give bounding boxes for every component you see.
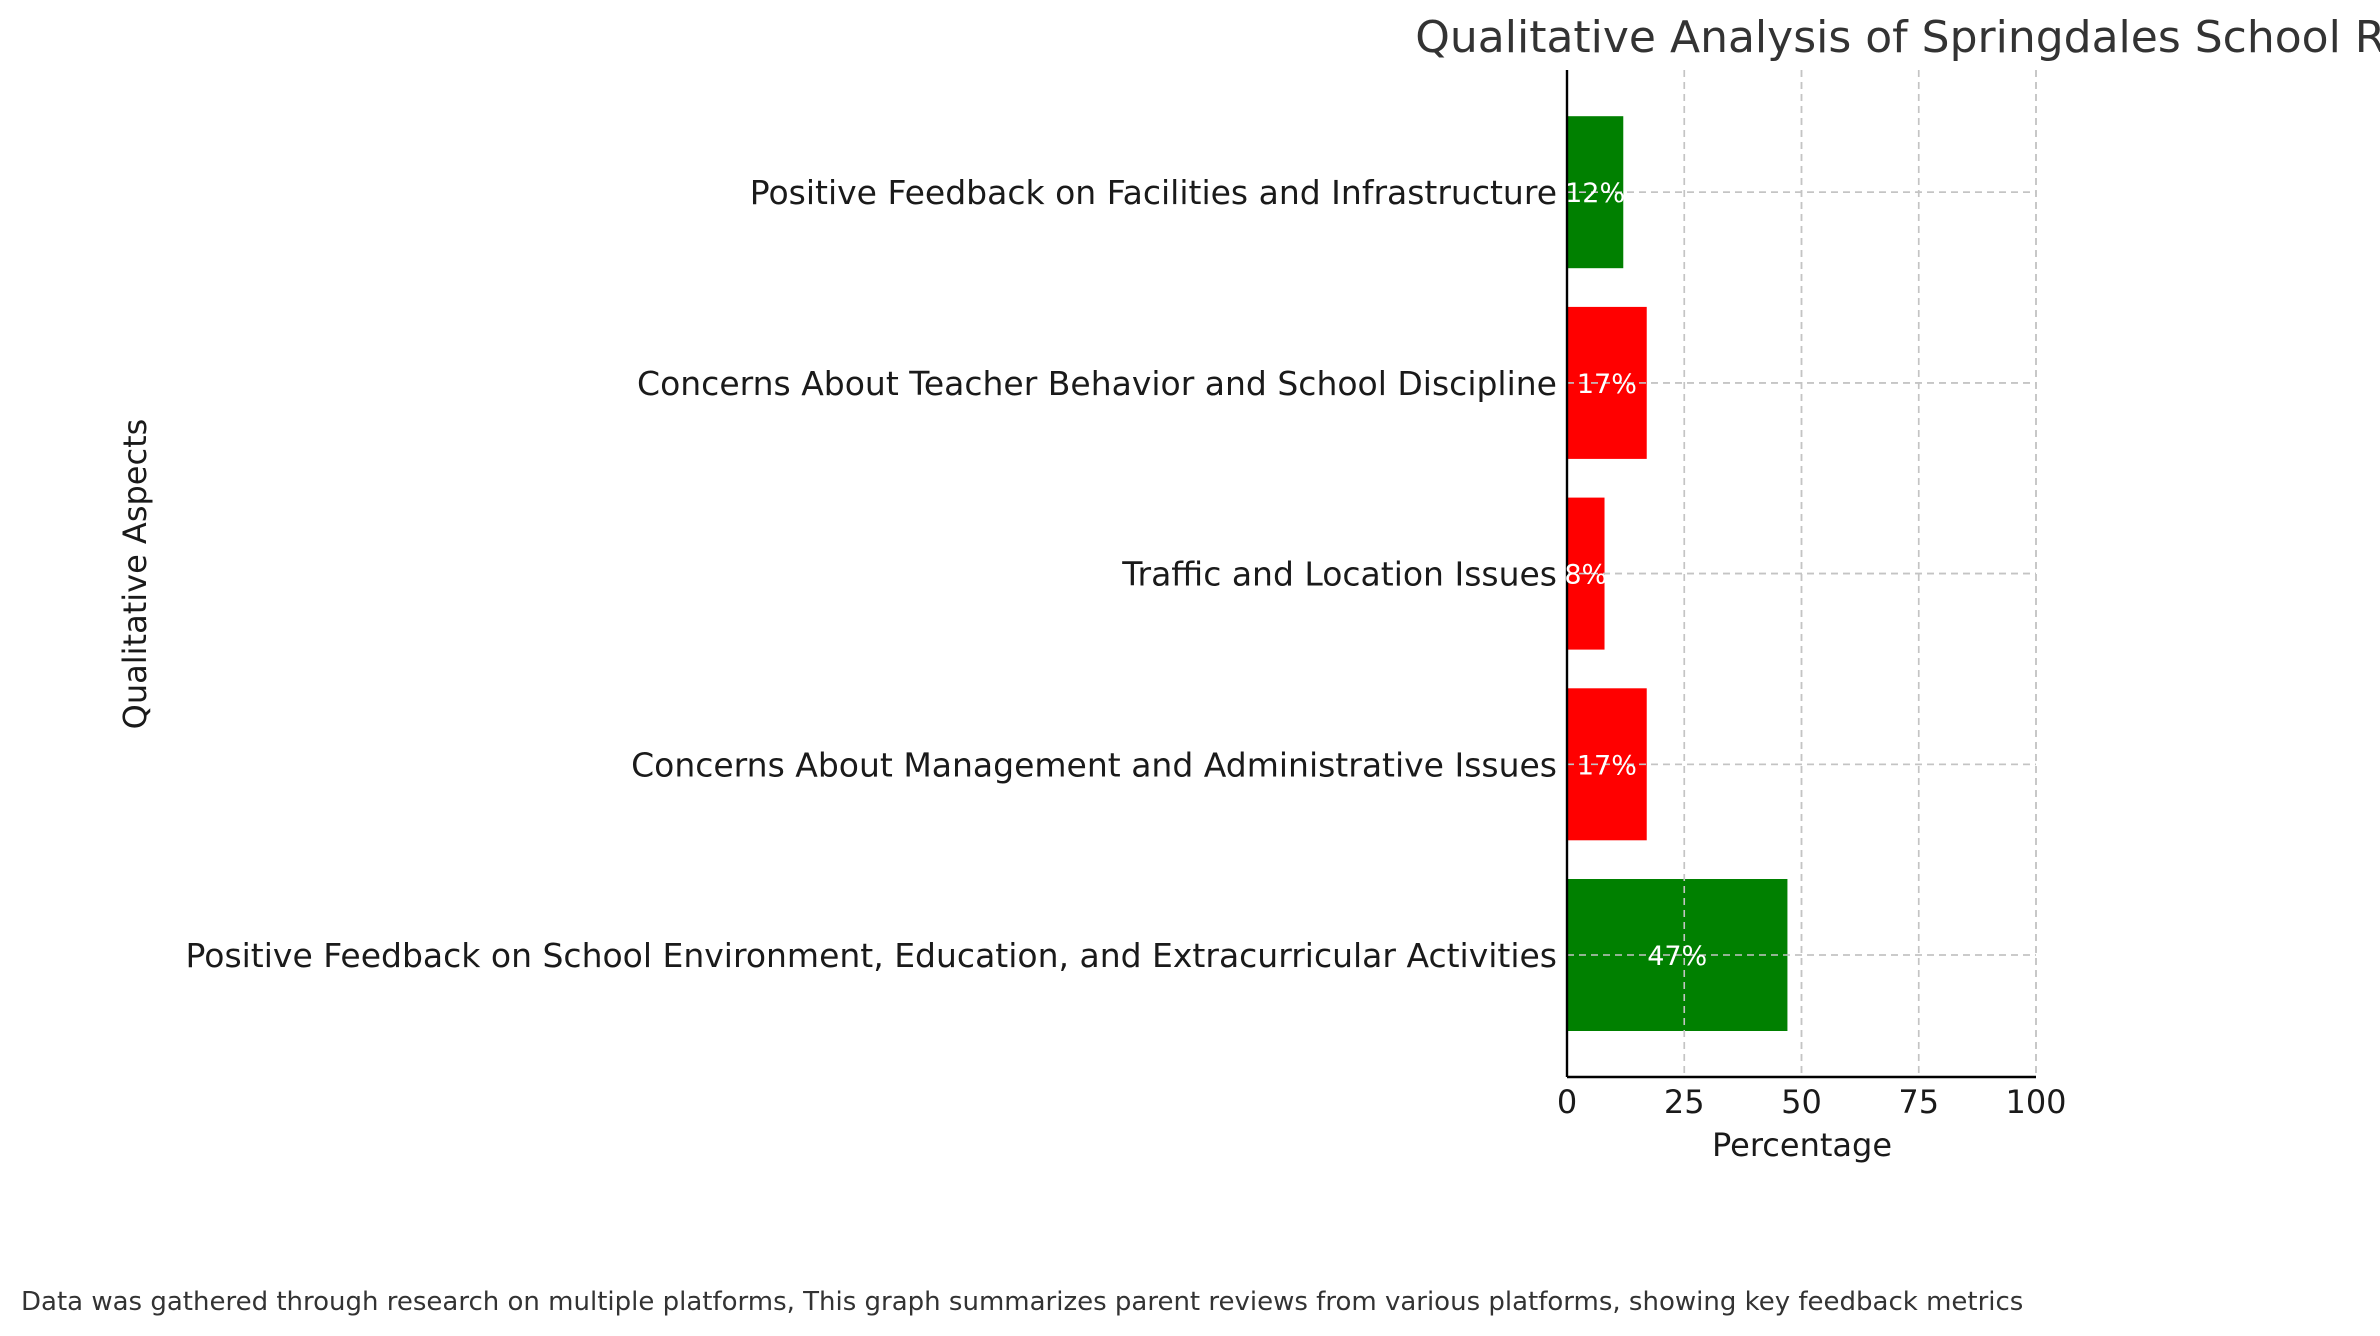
x-tick-label: 25: [1664, 1083, 1705, 1121]
category-label: Traffic and Location Issues: [1121, 555, 1557, 594]
category-label: Positive Feedback on Facilities and Infr…: [750, 173, 1557, 212]
data-label: 17%: [1577, 369, 1637, 400]
category-label: Concerns About Teacher Behavior and Scho…: [637, 364, 1557, 403]
x-tick-label: 50: [1781, 1083, 1822, 1121]
x-tick-label: 75: [1898, 1083, 1939, 1121]
x-tick-label: 0: [1557, 1083, 1577, 1121]
data-label: 12%: [1565, 178, 1625, 209]
data-label: 8%: [1564, 560, 1607, 591]
category-label: Positive Feedback on School Environment,…: [186, 936, 1557, 975]
category-label: Concerns About Management and Administra…: [631, 745, 1557, 784]
x-axis-title: Percentage: [1712, 1126, 1892, 1164]
data-label: 17%: [1577, 750, 1637, 781]
chart-title: Qualitative Analysis of Springdales Scho…: [1415, 12, 2380, 63]
footnote: Data was gathered through research on mu…: [21, 1287, 2024, 1317]
y-axis-title: Qualitative Aspects: [116, 419, 154, 730]
data-label: 47%: [1647, 941, 1707, 972]
x-tick-label: 100: [2005, 1083, 2066, 1121]
labels: 0 25 50 75 100 Positive Feedback on School En…: [186, 173, 2067, 1121]
axes: [1565, 70, 2036, 1079]
bar-series: [1566, 70, 2037, 1077]
